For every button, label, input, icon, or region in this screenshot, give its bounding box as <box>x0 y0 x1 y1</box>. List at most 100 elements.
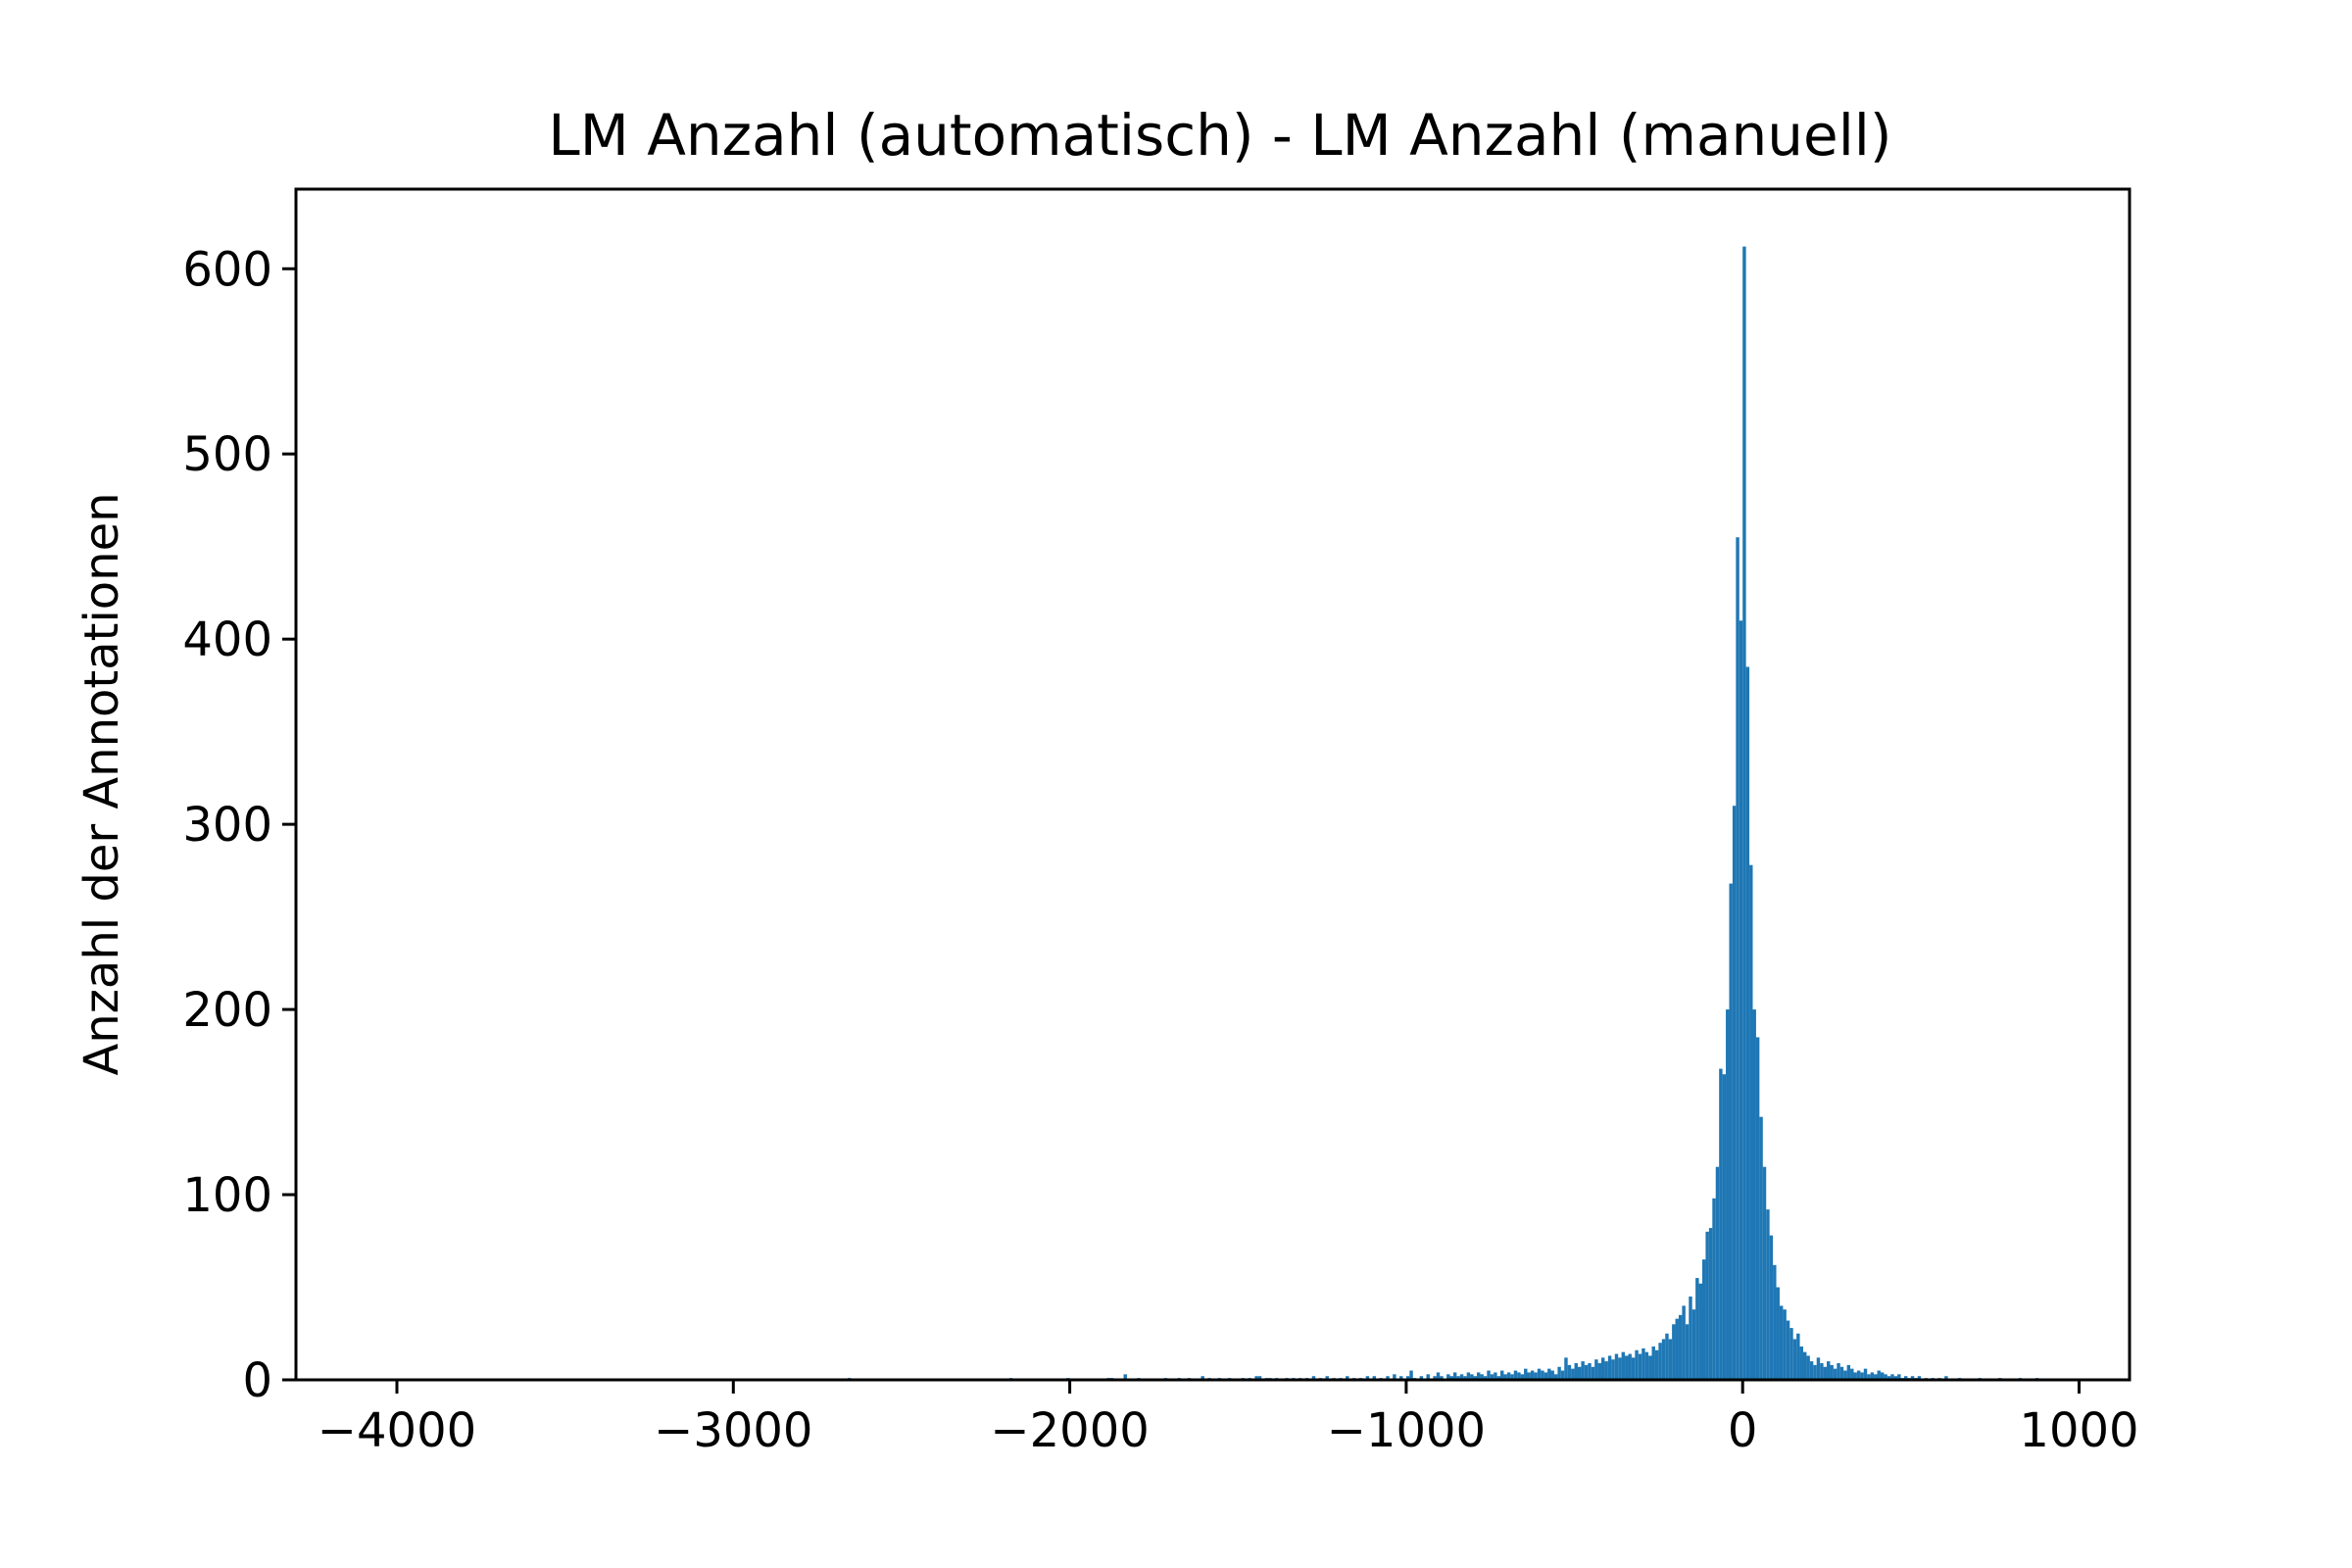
histogram-bar <box>1500 1370 1504 1380</box>
y-tick-label: 500 <box>182 427 272 482</box>
histogram-bar <box>1553 1374 1558 1380</box>
histogram-bar <box>1874 1374 1878 1380</box>
histogram-bar <box>1591 1366 1595 1380</box>
y-tick-label: 400 <box>182 612 272 667</box>
x-tick-label: −4000 <box>318 1403 476 1458</box>
histogram-bar <box>1749 864 1753 1380</box>
histogram-bar <box>1839 1366 1844 1380</box>
histogram-bar <box>1604 1361 1608 1380</box>
histogram-bar <box>1534 1372 1538 1380</box>
histogram-bar <box>1436 1372 1441 1380</box>
histogram-bar <box>1419 1376 1424 1380</box>
histogram-bar <box>1658 1343 1662 1380</box>
histogram-bar <box>1628 1353 1632 1380</box>
x-tick-label: 0 <box>1728 1403 1758 1458</box>
histogram-bar <box>1870 1372 1875 1380</box>
histogram-bar <box>1466 1372 1471 1380</box>
histogram-bar <box>1897 1374 1901 1380</box>
histogram-bar <box>1638 1353 1642 1380</box>
histogram-bar <box>1863 1368 1868 1380</box>
histogram-bar <box>1530 1370 1535 1380</box>
histogram-bar <box>1594 1359 1598 1380</box>
histogram-bar <box>1705 1231 1709 1380</box>
histogram-bar <box>1867 1374 1871 1380</box>
histogram-bar <box>1642 1348 1645 1380</box>
histogram-bar <box>1503 1374 1507 1380</box>
histogram-bar <box>1325 1376 1329 1380</box>
histogram-bar <box>1506 1372 1511 1380</box>
y-tick-label: 200 <box>182 983 272 1038</box>
histogram-bar <box>1635 1349 1639 1380</box>
y-tick-label: 100 <box>182 1168 272 1223</box>
histogram-bar <box>1886 1376 1891 1380</box>
histogram-bar <box>1755 1037 1760 1380</box>
histogram-bar <box>1712 1198 1716 1380</box>
histogram-bar <box>1651 1346 1655 1380</box>
histogram-bar <box>1732 806 1737 1380</box>
histogram-bar <box>1200 1376 1204 1380</box>
histogram-bar <box>1483 1376 1488 1380</box>
histogram-bar <box>1393 1374 1396 1380</box>
histogram-bar <box>1456 1376 1460 1380</box>
histogram-bar <box>1910 1376 1915 1380</box>
histogram-bar <box>1550 1370 1554 1380</box>
histogram-bar <box>1739 620 1743 1380</box>
histogram-bar <box>1742 246 1746 1381</box>
histogram-bar <box>1833 1368 1838 1380</box>
histogram-bar <box>1846 1364 1851 1380</box>
histogram-bar <box>1386 1376 1390 1380</box>
histogram-bar <box>1759 1116 1763 1380</box>
plot-area-frame <box>294 187 2132 1382</box>
histogram-bar <box>1621 1351 1626 1380</box>
histogram-bar <box>1665 1333 1669 1380</box>
histogram-bar <box>1557 1366 1561 1380</box>
histogram-bar <box>1682 1305 1686 1380</box>
histogram-bar <box>1827 1361 1831 1380</box>
histogram-bar <box>1463 1376 1467 1380</box>
histogram-bar <box>1816 1357 1821 1380</box>
histogram-bar <box>1843 1370 1847 1380</box>
histogram-bar <box>1813 1364 1817 1380</box>
histogram-bar <box>1311 1376 1316 1380</box>
histogram-bar <box>1567 1364 1572 1380</box>
histogram-bar <box>1695 1278 1699 1380</box>
histogram-bar <box>1809 1361 1814 1380</box>
histogram-bar <box>1601 1357 1605 1380</box>
histogram-bar <box>1254 1376 1258 1380</box>
histogram-bar <box>1581 1361 1585 1380</box>
histogram-bars <box>848 246 2039 1381</box>
histogram-bar <box>1547 1368 1551 1380</box>
x-tick-label: 1000 <box>2019 1403 2138 1458</box>
histogram-bar <box>1517 1372 1521 1380</box>
histogram-bar <box>1820 1362 1824 1380</box>
histogram-bar <box>1123 1374 1127 1380</box>
histogram-bar <box>1560 1370 1565 1380</box>
histogram-bar <box>1433 1376 1437 1380</box>
histogram-bar <box>1607 1355 1612 1380</box>
histogram-bar <box>1446 1374 1450 1380</box>
histogram-bar <box>1537 1368 1542 1380</box>
histogram-bar <box>1789 1328 1793 1380</box>
histogram-bar <box>1510 1374 1514 1380</box>
histogram-bar <box>1786 1320 1790 1380</box>
histogram-bar <box>1880 1372 1885 1380</box>
histogram-bar <box>1577 1366 1582 1380</box>
histogram-bar <box>1726 1009 1730 1380</box>
histogram-bar <box>1944 1376 1948 1380</box>
y-tick-label: 300 <box>182 798 272 853</box>
histogram-bar <box>1715 1166 1720 1380</box>
histogram-bar <box>1702 1259 1706 1380</box>
histogram-bar <box>1719 1068 1723 1380</box>
histogram-bar <box>1365 1376 1370 1380</box>
histogram-bar <box>1837 1362 1840 1380</box>
histogram-bar <box>1678 1314 1683 1380</box>
y-axis-label: Anzahl der Annotationen <box>74 492 129 1075</box>
y-tick-label: 0 <box>242 1353 272 1408</box>
histogram-bar <box>1776 1287 1780 1380</box>
histogram-bar <box>1541 1370 1544 1380</box>
histogram-bar <box>1473 1376 1477 1380</box>
histogram-bar <box>1698 1283 1702 1380</box>
histogram-bar <box>1806 1355 1810 1380</box>
histogram-bar <box>1496 1376 1501 1380</box>
